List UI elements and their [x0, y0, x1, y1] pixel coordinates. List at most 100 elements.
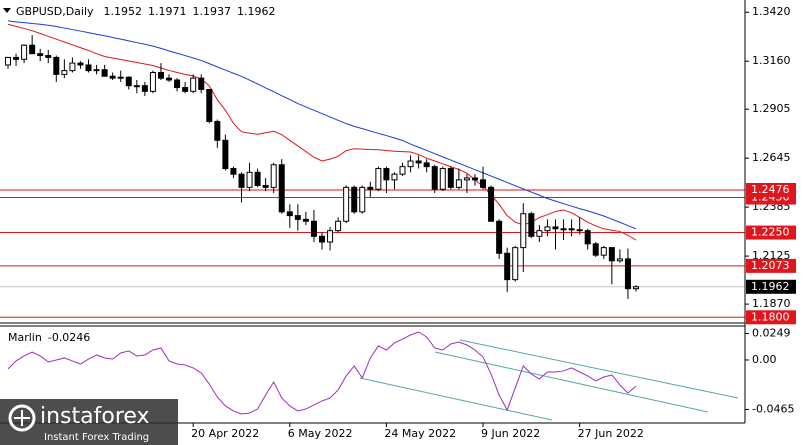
x-tick-label: 24 May 2022	[384, 427, 456, 440]
candle-body	[616, 258, 623, 262]
candle-body	[624, 258, 631, 290]
indicator-line	[7, 331, 637, 415]
chart-title: GBPUSD,Daily 1.1952 1.1971 1.1937 1.1962	[16, 5, 276, 18]
candle-body	[198, 77, 205, 90]
watermark-tagline: Instant Forex Trading	[44, 432, 149, 443]
candle-body	[504, 252, 511, 281]
candle-body	[125, 76, 132, 87]
y-tick-label: 1.1870	[752, 297, 791, 310]
indicator-title: Marlin -0.0246	[8, 331, 90, 344]
y-tick-label: 1.2645	[752, 151, 791, 164]
candle-body	[262, 184, 269, 188]
candle-body	[53, 56, 60, 75]
candle-body	[367, 186, 374, 190]
candle-body	[101, 69, 108, 77]
candle-body	[254, 171, 261, 186]
moving-average	[7, 20, 637, 230]
candle-body	[278, 164, 285, 213]
candle-body	[61, 70, 68, 75]
watermark-logo	[8, 404, 36, 432]
candle-body	[222, 139, 229, 170]
candle-body	[37, 53, 44, 57]
current-price-bg	[746, 279, 796, 294]
candle-body	[560, 228, 567, 231]
level-label: 1.2250	[751, 226, 790, 239]
candle-body	[600, 247, 607, 256]
candle-body	[608, 247, 615, 262]
y-tick-label: 1.2125	[752, 249, 791, 262]
y-tick-label: -0.0465	[752, 402, 794, 415]
candle-body	[93, 69, 100, 72]
watermark-logo	[14, 410, 30, 426]
candle-body	[423, 162, 430, 168]
candle-body	[399, 166, 406, 175]
candle-body	[141, 85, 148, 92]
level-label-bg	[746, 258, 796, 273]
candle-body	[149, 71, 156, 92]
candle-body	[45, 55, 52, 58]
candle-body	[391, 173, 398, 181]
indicator-name: Marlin	[8, 331, 42, 344]
candle-body	[327, 230, 334, 243]
current-price-label: 1.1962	[751, 280, 790, 293]
candle-body	[343, 186, 350, 222]
level-label-bg	[746, 182, 796, 197]
indicator-value: -0.0246	[48, 331, 90, 344]
candle-body	[29, 44, 36, 55]
candle-body	[439, 168, 446, 190]
candle-body	[190, 77, 197, 92]
candle-body	[85, 64, 92, 72]
watermark-brand: instaforex	[40, 404, 150, 429]
level-label-bg	[746, 310, 796, 325]
x-tick-label: 27 Jun 2022	[578, 427, 644, 440]
candle-body	[294, 215, 301, 220]
y-tick-label: 1.3420	[752, 5, 791, 18]
candle-body	[488, 186, 495, 222]
trend-line	[459, 339, 739, 399]
candle-body	[584, 230, 591, 245]
candle-body	[512, 247, 519, 281]
candle-body	[359, 186, 366, 213]
price-panel	[0, 20, 745, 318]
trend-line	[434, 351, 709, 413]
candle-body	[528, 213, 535, 237]
watermark: instaforex Instant Forex Trading	[0, 399, 178, 445]
x-tick-label: 9 Jun 2022	[481, 427, 540, 440]
y-tick-label: 1.3160	[752, 54, 791, 67]
x-tick-label: 20 Apr 2022	[191, 427, 259, 440]
candle-body	[214, 120, 221, 141]
candle-body	[455, 179, 462, 188]
candle-body	[109, 75, 116, 79]
candle-body	[117, 76, 124, 79]
candle-body	[552, 226, 559, 230]
watermark-bg	[0, 399, 178, 445]
candle-body	[77, 62, 84, 66]
candle-body	[633, 286, 639, 290]
candle-body	[407, 160, 414, 168]
level-label: 1.2476	[751, 183, 790, 196]
candle-body	[310, 220, 317, 237]
level-label: 1.1800	[751, 310, 790, 323]
trend-line	[359, 377, 553, 421]
candle-body	[206, 88, 213, 122]
y-tick-label: 0.0249	[752, 326, 791, 339]
ohlc-open: 1.1952	[104, 5, 143, 18]
candle-body	[520, 213, 527, 249]
candle-body	[496, 220, 503, 254]
menu-icon[interactable]	[3, 8, 11, 13]
candle-body	[13, 56, 20, 60]
symbol: GBPUSD,Daily	[16, 5, 94, 18]
candle-body	[230, 168, 237, 175]
candle-body	[270, 164, 277, 188]
candle-body	[480, 179, 487, 188]
candle-body	[21, 44, 28, 60]
ohlc-high: 1.1971	[148, 5, 187, 18]
candle-body	[174, 79, 181, 89]
candle-body	[238, 173, 245, 188]
y-tick-label: 0.00	[752, 353, 777, 366]
candle-body	[133, 85, 140, 88]
candle-body	[431, 166, 438, 190]
candle-body	[302, 218, 309, 222]
